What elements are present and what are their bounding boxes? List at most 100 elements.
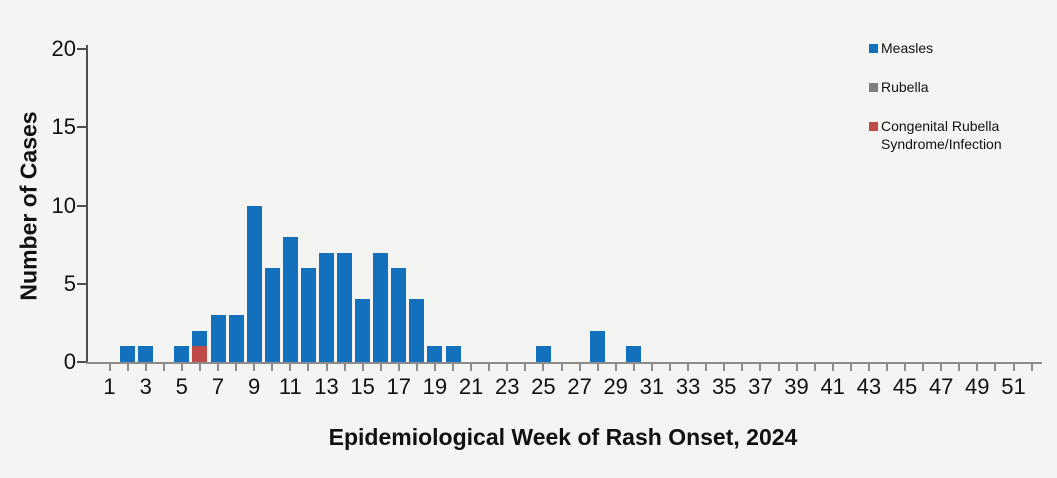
- x-tick-week-26: [560, 364, 563, 371]
- y-tick-0: [77, 361, 86, 363]
- x-tick-week-47: [940, 364, 943, 371]
- x-tick-week-25: [542, 364, 545, 371]
- bar-crs-week-6: [192, 346, 208, 362]
- x-tick-week-48: [958, 364, 961, 371]
- bar-measles-week-10: [264, 268, 280, 362]
- x-tick-week-36: [741, 364, 744, 371]
- x-tick-week-10: [271, 364, 274, 371]
- y-tick-label-5: 5: [63, 270, 76, 296]
- x-tick-week-27: [578, 364, 581, 371]
- legend-label-crs: Congenital Rubella Syndrome/Infection: [881, 118, 1002, 152]
- x-tick-week-49: [976, 364, 979, 371]
- bar-measles-week-9: [246, 205, 262, 362]
- bar-measles-week-20: [445, 346, 461, 362]
- x-tick-label-47: 47: [928, 374, 954, 399]
- x-tick-label-43: 43: [856, 374, 882, 399]
- legend-item-rubella: Rubella: [869, 78, 1019, 96]
- x-tick-label-51: 51: [1001, 374, 1026, 399]
- x-tick-label-27: 27: [567, 374, 592, 399]
- x-tick-label-9: 9: [247, 374, 261, 399]
- x-tick-week-41: [831, 364, 834, 371]
- x-tick-week-14: [343, 364, 346, 371]
- bar-measles-week-8: [228, 315, 244, 362]
- bar-measles-week-12: [300, 268, 316, 362]
- bar-measles-week-15: [355, 299, 371, 362]
- y-axis-line: [86, 45, 88, 362]
- bar-measles-week-25: [535, 346, 551, 362]
- x-tick-week-32: [669, 364, 671, 371]
- legend-swatch-rubella-icon: [869, 83, 878, 92]
- x-tick-week-17: [397, 364, 400, 371]
- x-tick-label-11: 11: [278, 374, 302, 399]
- x-tick-label-13: 13: [314, 374, 339, 399]
- x-tick-label-19: 19: [422, 374, 448, 399]
- x-tick-week-31: [650, 364, 653, 371]
- x-tick-week-15: [361, 364, 364, 371]
- x-tick-week-29: [614, 364, 617, 371]
- x-tick-label-33: 33: [675, 374, 701, 399]
- bar-measles-week-30: [626, 346, 642, 362]
- x-tick-week-20: [452, 364, 454, 371]
- x-tick-week-35: [723, 364, 726, 371]
- x-tick-week-9: [253, 364, 256, 371]
- legend: Measles Rubella Congenital Rubella Syndrom…: [869, 39, 1019, 174]
- x-tick-label-3: 3: [139, 374, 152, 399]
- x-tick-label-1: 1: [103, 374, 116, 399]
- x-tick-label-35: 35: [711, 374, 737, 399]
- x-tick-week-45: [904, 364, 906, 371]
- y-tick-label-0: 0: [63, 349, 76, 374]
- bar-measles-week-17: [391, 268, 407, 362]
- bar-measles-week-5: [174, 346, 190, 362]
- y-tick-label-10: 10: [51, 192, 76, 218]
- x-tick-week-30: [632, 364, 635, 371]
- x-axis-line: [86, 362, 1042, 364]
- bar-measles-week-16: [373, 252, 389, 362]
- x-tick-label-15: 15: [350, 374, 375, 399]
- x-tick-label-31: 31: [639, 374, 665, 399]
- bars-layer: [88, 49, 1038, 362]
- x-tick-week-40: [813, 364, 816, 371]
- bar-measles-week-13: [319, 252, 334, 362]
- x-tick-week-6: [198, 364, 201, 371]
- x-tick-label-7: 7: [211, 374, 225, 399]
- legend-swatch-crs-icon: [869, 122, 878, 131]
- x-tick-label-37: 37: [748, 374, 773, 399]
- x-tick-week-22: [488, 364, 491, 371]
- x-tick-week-3: [144, 364, 147, 371]
- x-tick-label-17: 17: [386, 374, 412, 399]
- x-tick-week-1: [108, 364, 111, 371]
- bar-measles-week-7: [210, 315, 226, 362]
- bar-measles-week-14: [337, 252, 352, 362]
- x-tick-label-23: 23: [495, 374, 520, 399]
- x-tick-week-33: [687, 364, 690, 371]
- x-tick-week-43: [867, 364, 870, 371]
- legend-item-crs: Congenital Rubella Syndrome/Infection: [869, 117, 1019, 153]
- x-tick-week-19: [433, 364, 436, 371]
- x-tick-week-46: [922, 364, 925, 371]
- x-tick-label-49: 49: [965, 374, 990, 399]
- legend-label-rubella: Rubella: [881, 79, 929, 95]
- x-tick-week-37: [759, 364, 762, 371]
- bar-measles-week-2: [120, 346, 136, 362]
- y-tick-label-15: 15: [51, 114, 76, 140]
- x-tick-week-23: [506, 364, 509, 371]
- bar-measles-week-3: [138, 346, 154, 362]
- x-tick-week-11: [289, 364, 292, 371]
- bar-measles-week-18: [409, 299, 425, 362]
- x-tick-week-52: [1030, 364, 1033, 371]
- x-tick-week-21: [470, 364, 473, 371]
- y-tick-5: [77, 282, 86, 285]
- x-tick-label-45: 45: [892, 374, 918, 399]
- x-tick-week-38: [777, 364, 780, 371]
- y-tick-15: [77, 126, 86, 129]
- x-tick-label-39: 39: [784, 374, 809, 399]
- legend-swatch-measles-icon: [869, 44, 878, 53]
- bar-measles-week-6: [192, 330, 208, 347]
- x-tick-week-42: [849, 364, 852, 371]
- x-tick-week-18: [415, 364, 418, 371]
- x-tick-label-25: 25: [531, 374, 556, 399]
- x-tick-week-28: [596, 364, 599, 371]
- x-tick-week-16: [379, 364, 382, 371]
- y-tick-20: [77, 48, 86, 50]
- x-tick-week-7: [217, 364, 219, 371]
